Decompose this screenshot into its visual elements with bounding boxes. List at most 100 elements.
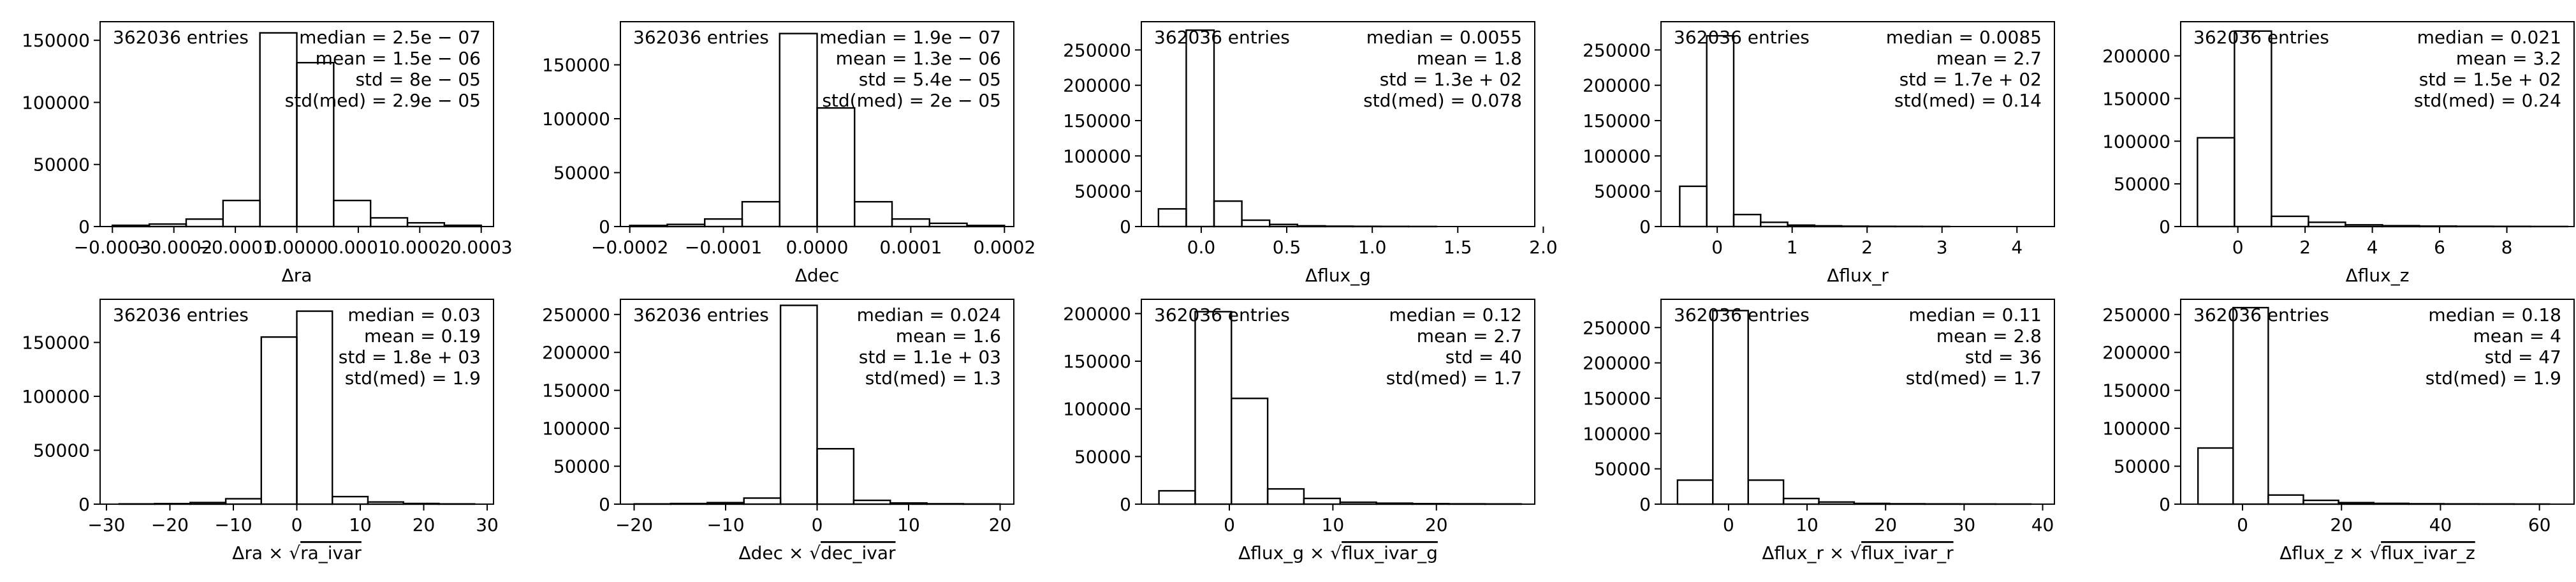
- panel-7-ytick-label-3: 100000: [542, 418, 610, 439]
- panel-6-xlabel: Δra × √ra_ivar: [232, 542, 362, 563]
- panel-10-xtick-label-1: 0: [2237, 514, 2248, 535]
- panel-10-ytick-label-1: 0: [2159, 494, 2170, 515]
- panel-7-bin-5: [779, 304, 818, 505]
- panel-5-xtick-label-4: 6: [2434, 237, 2445, 258]
- panel-2-stat-1: median = 1.9e − 07: [819, 27, 1001, 48]
- panel-10-bin-2: [2232, 306, 2269, 505]
- panel-4-xtick-label-3: 2: [1861, 237, 1873, 258]
- panel-9-xtick-label-1: 0: [1723, 514, 1734, 535]
- panel-3-entries-text: 362036 entries: [1154, 27, 1290, 48]
- panel-8-ytick-label-5: 200000: [1063, 303, 1131, 324]
- panel-6-ytick-label-2: 50000: [33, 440, 90, 461]
- panel-9-bin-2: [1712, 310, 1749, 505]
- panel-3-xtick-label-1: 0.0: [1187, 237, 1216, 258]
- panel-7-bin-8: [889, 502, 928, 505]
- panel-3-stat-1: median = 0.0055: [1366, 27, 1522, 48]
- panel-6-ytick-label-1: 0: [78, 494, 90, 515]
- panel-4-xlabel: Δflux_r: [1827, 265, 1889, 286]
- panel-7-ytick-label-5: 200000: [542, 342, 610, 363]
- panel-6-xtick-label-5: 10: [349, 514, 372, 535]
- panel-5-entries-text: 362036 entries: [2193, 27, 2329, 48]
- panel-8-bin-5: [1303, 497, 1341, 505]
- panel-9-xtick-label-5: 40: [2031, 514, 2054, 535]
- panel-3-xtick-label-2: 0.5: [1273, 237, 1301, 258]
- panel-9-bin-3: [1747, 479, 1785, 505]
- panel-10-stat-2: mean = 4: [2473, 325, 2561, 347]
- panel-1-xtick-label-1: −0.0003: [74, 237, 151, 258]
- panel-10-xtick-label-2: 20: [2330, 514, 2353, 535]
- panel-7-xtick-label-5: 20: [989, 514, 1012, 535]
- panel-6-ytick-label-4: 150000: [22, 332, 90, 354]
- panel-4-ytick-label-5: 200000: [1583, 75, 1651, 96]
- panel-2-ytick-label-1: 0: [599, 216, 610, 237]
- panel-4-entries-text: 362036 entries: [1674, 27, 1810, 48]
- panel-5-stat-2: mean = 3.2: [2456, 48, 2561, 69]
- panel-8-bin-3: [1231, 398, 1269, 505]
- panel-7-stat-4: std(med) = 1.3: [865, 368, 1001, 389]
- panel-9-stat-2: mean = 2.8: [1936, 325, 2042, 347]
- panel-9-ytick-label-5: 200000: [1583, 353, 1651, 374]
- panel-1-bin-7: [333, 199, 372, 228]
- panel-4-bin-7: [1841, 225, 1870, 228]
- panel-1-entries-text: 362036 entries: [113, 27, 249, 48]
- panel-10-stat-4: std(med) = 1.9: [2426, 368, 2561, 389]
- panel-2-bin-10: [966, 225, 1006, 228]
- panel-5-bin-2: [2234, 30, 2272, 228]
- panel-7-bin-3: [706, 502, 745, 505]
- panel-7-ytick-label-1: 0: [599, 494, 610, 515]
- panel-8-stat-1: median = 0.12: [1389, 304, 1522, 325]
- panel-6-bin-7: [332, 495, 369, 505]
- panel-7-stat-2: mean = 1.6: [896, 325, 1001, 347]
- panel-1-ytick-label-1: 0: [78, 216, 90, 237]
- panel-8-ytick-label-3: 100000: [1063, 399, 1131, 420]
- panel-8-xlabel: Δflux_g × √flux_ivar_g: [1238, 542, 1438, 563]
- panel-10-bin-5: [2338, 502, 2375, 505]
- panel-2-xlabel: Δdec: [795, 265, 840, 286]
- panel-1-ytick-label-4: 150000: [22, 30, 90, 51]
- panel-10-entries-text: 362036 entries: [2193, 304, 2329, 325]
- panel-5-stat-4: std(med) = 0.24: [2414, 90, 2561, 111]
- panel-1-stat-1: median = 2.5e − 07: [299, 27, 481, 48]
- panel-5-xtick-label-3: 4: [2367, 237, 2378, 258]
- panel-3-stat-2: mean = 1.8: [1417, 48, 1522, 69]
- panel-7-ytick-label-4: 150000: [542, 380, 610, 401]
- panel-4-ytick-label-4: 150000: [1583, 110, 1651, 131]
- panel-2-xtick-label-1: −0.0002: [591, 237, 668, 258]
- panel-6-xtick-label-1: −30: [87, 514, 125, 535]
- panel-3-xtick-label-4: 1.5: [1444, 237, 1472, 258]
- panel-8-bin-4: [1266, 488, 1305, 505]
- panel-8-ytick-label-4: 150000: [1063, 351, 1131, 372]
- panel-7-stat-1: median = 0.024: [857, 304, 1001, 325]
- panel-4-stat-3: std = 1.7e + 02: [1899, 69, 2042, 90]
- panel-4-ytick-label-2: 50000: [1594, 181, 1651, 202]
- panel-3-ytick-label-3: 100000: [1063, 146, 1131, 167]
- panel-4-bin-6: [1813, 225, 1843, 228]
- panel-2-ytick-label-3: 100000: [542, 108, 610, 130]
- panel-5-xlabel: Δflux_z: [2346, 265, 2410, 286]
- panel-8-stat-3: std = 40: [1445, 347, 1522, 368]
- panel-8-xtick-label-2: 10: [1322, 514, 1345, 535]
- panel-10-xlabel: Δflux_z × √flux_ivar_z: [2280, 542, 2475, 563]
- panel-3-ytick-label-4: 150000: [1063, 110, 1131, 131]
- panel-4-xtick-label-4: 3: [1936, 237, 1948, 258]
- panel-4-stat-1: median = 0.0085: [1886, 27, 2042, 48]
- panel-1-stat-2: mean = 1.5e − 06: [316, 48, 481, 69]
- panel-3-bin-3: [1213, 200, 1243, 228]
- panel-9-stat-4: std(med) = 1.7: [1906, 368, 2042, 389]
- panel-1-bin-10: [443, 224, 482, 228]
- panel-9-stat-1: median = 0.11: [1908, 304, 2042, 325]
- panel-4-xtick-label-5: 4: [2011, 237, 2023, 258]
- panel-2-entries-text: 362036 entries: [633, 27, 769, 48]
- panel-1-ytick-label-3: 100000: [22, 92, 90, 113]
- panel-5-bin-6: [2382, 225, 2420, 228]
- panel-9-xtick-label-4: 30: [1953, 514, 1976, 535]
- panel-6-stat-2: mean = 0.19: [364, 325, 481, 347]
- panel-6-ytick-label-3: 100000: [22, 386, 90, 407]
- panel-7-xtick-label-3: 0: [812, 514, 823, 535]
- panel-8-xtick-label-3: 20: [1425, 514, 1448, 535]
- panel-10-ytick-label-4: 150000: [2102, 380, 2170, 401]
- panel-2-ytick-label-2: 50000: [553, 163, 610, 184]
- panel-3-ytick-label-2: 50000: [1074, 181, 1131, 202]
